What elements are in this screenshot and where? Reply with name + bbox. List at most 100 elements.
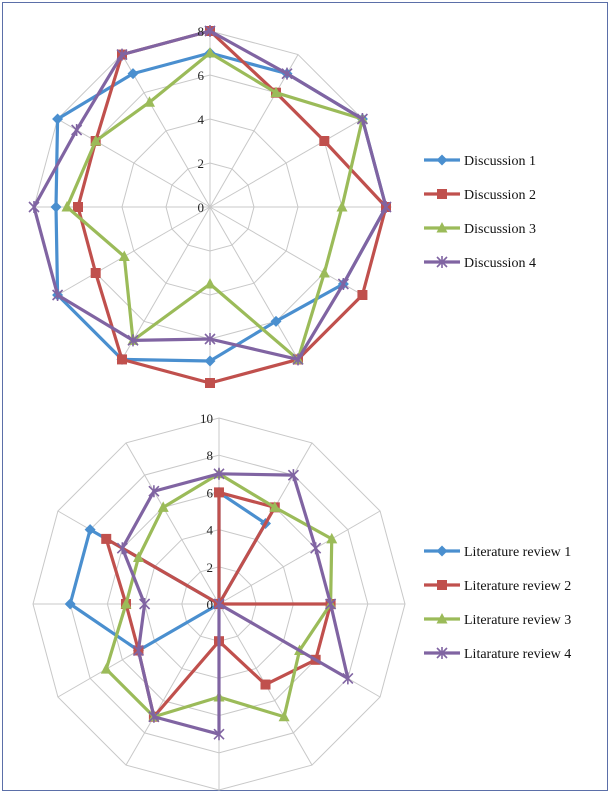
series-point — [213, 728, 225, 741]
grid-spoke — [209, 118, 363, 208]
series-point — [204, 333, 216, 345]
tick-label: 0 — [198, 200, 205, 215]
grid-spoke — [125, 442, 220, 605]
series-point — [287, 469, 299, 482]
series-point — [205, 378, 215, 388]
legend-swatch-marker — [436, 613, 448, 624]
series-point — [132, 551, 144, 562]
grid-spoke — [209, 206, 363, 296]
legend-swatch-marker — [436, 222, 448, 233]
grid-spoke — [121, 206, 211, 360]
grid-spoke — [121, 54, 211, 208]
series-point — [90, 268, 101, 278]
legend-label: Literature review 1 — [464, 545, 571, 560]
legend-item: Litarature review 4 — [424, 647, 571, 662]
series-point — [144, 96, 155, 107]
tick-label: 4 — [207, 523, 214, 538]
legend-item: Literature review 3 — [424, 613, 571, 628]
legend-item: Discussion 1 — [424, 154, 536, 169]
legend-label: Discussion 1 — [464, 154, 536, 169]
tick-label: 6 — [207, 485, 214, 500]
grid-spoke — [209, 54, 299, 208]
series-point — [50, 201, 62, 213]
series-point — [117, 354, 127, 365]
legend-label: Literature review 3 — [464, 613, 571, 628]
series-point — [204, 25, 216, 37]
tick-label: 4 — [198, 112, 205, 127]
legend-label: Discussion 3 — [464, 222, 536, 237]
tick-label: 10 — [200, 411, 213, 426]
series-point — [310, 542, 322, 555]
series-point — [52, 289, 64, 301]
series-point — [139, 598, 151, 610]
series-point — [127, 68, 139, 80]
series-point — [204, 355, 216, 367]
series-point — [120, 598, 132, 609]
series-point — [269, 501, 281, 512]
series-point — [278, 710, 290, 722]
legend-swatch-marker — [436, 647, 448, 659]
series-point — [214, 487, 224, 498]
legend-swatch-marker — [437, 189, 447, 199]
series-point — [357, 290, 368, 300]
series-point — [270, 86, 282, 98]
legend-label: Discussion 2 — [464, 188, 536, 203]
series-point — [292, 353, 304, 366]
series-point — [118, 250, 130, 261]
series-point — [148, 710, 160, 723]
series-point — [281, 67, 293, 80]
series-line — [65, 51, 365, 362]
tick-label: 2 — [207, 560, 214, 575]
tick-label: 2 — [198, 156, 205, 171]
legend-item: Literature review 1 — [424, 545, 571, 560]
series-point — [157, 501, 169, 512]
legend-item: Discussion 3 — [424, 222, 536, 237]
series-point — [132, 644, 145, 657]
series-point — [100, 663, 112, 674]
radar-grid — [33, 30, 387, 384]
grid-spoke — [57, 118, 211, 208]
tick-label: 8 — [207, 448, 214, 463]
series-point — [116, 48, 128, 61]
series-point — [270, 315, 282, 327]
series-point — [71, 124, 83, 136]
grid-spoke — [209, 206, 299, 360]
series-point — [61, 201, 73, 212]
legend-label: Discussion 4 — [464, 256, 536, 271]
series-point — [337, 278, 349, 290]
legend-swatch-marker — [436, 545, 448, 557]
series-point — [356, 113, 368, 125]
legend-item: Discussion 2 — [424, 188, 536, 203]
legend-label: Litarature review 4 — [464, 647, 571, 662]
series-point — [73, 202, 83, 212]
legend-swatch-marker — [436, 154, 448, 166]
series-point — [116, 542, 128, 555]
grid-spoke — [125, 603, 220, 766]
series-point — [326, 532, 338, 544]
tick-label: 0 — [207, 597, 214, 612]
series-point — [319, 136, 330, 146]
legend: Literature review 1 Literature review 2 Li… — [424, 545, 571, 662]
series-point — [127, 334, 139, 347]
series-point — [380, 201, 392, 213]
series-point — [325, 598, 337, 610]
legend-swatch-marker — [437, 580, 447, 590]
series-point — [84, 524, 96, 536]
series-point — [52, 113, 64, 125]
series-point — [318, 267, 330, 278]
legend: Discussion 1 Discussion 2 Discussion 3 Disc… — [424, 154, 536, 271]
series-point — [204, 278, 216, 289]
series-point — [204, 47, 216, 58]
tick-label: 6 — [198, 68, 205, 83]
grid-spoke — [57, 206, 211, 296]
series-point — [101, 533, 112, 544]
legend-item: Literature review 2 — [424, 579, 571, 594]
series-point — [336, 201, 348, 212]
grid-spoke — [218, 510, 381, 605]
series-point — [148, 485, 160, 498]
series-1 — [64, 486, 271, 656]
series-4 — [28, 25, 392, 366]
